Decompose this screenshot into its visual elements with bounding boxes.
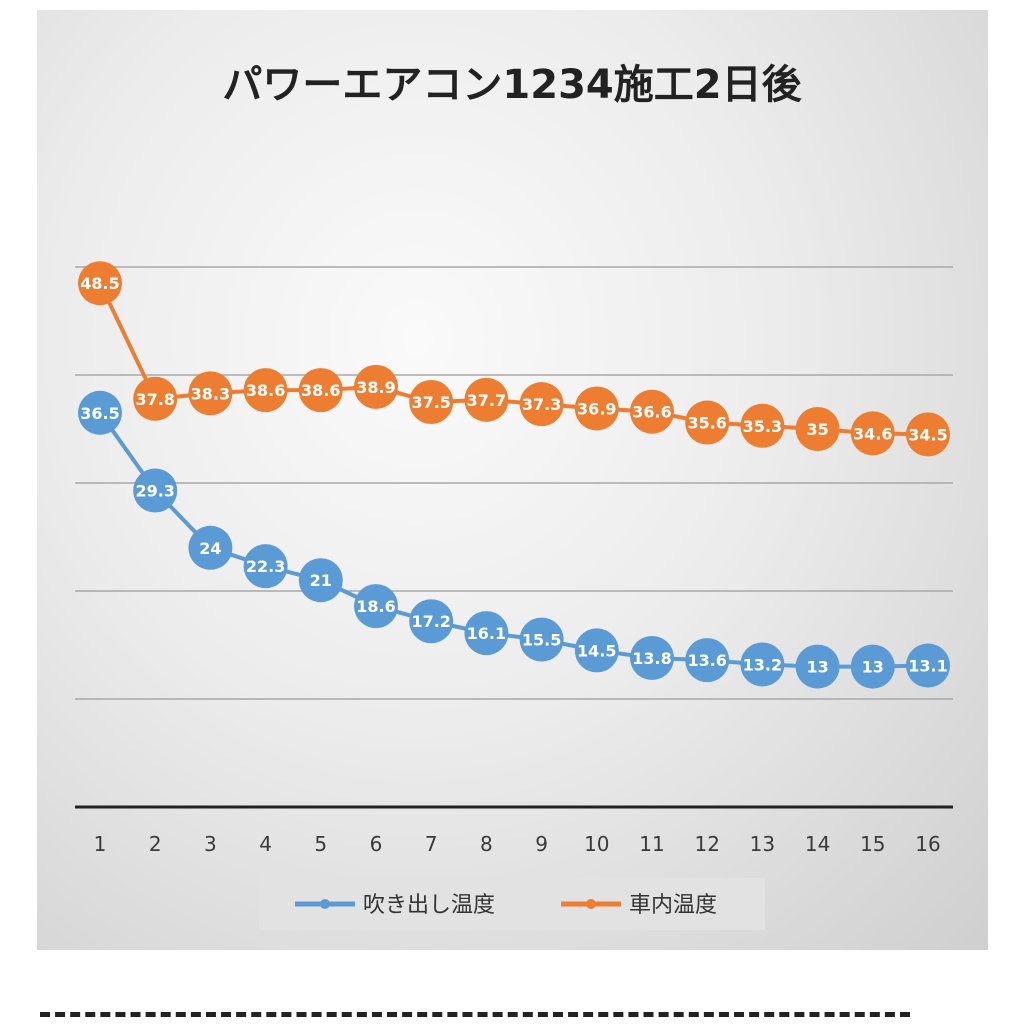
data-point[interactable] (133, 468, 178, 513)
data-label: 37.3 (522, 395, 561, 414)
data-label: 35 (806, 420, 828, 439)
data-point[interactable] (464, 611, 509, 656)
data-point[interactable] (243, 544, 288, 589)
chart-panel: パワーエアコン1234施工2日後 1 2 3 4 5 6 7 8 9 10 11 12 13 14 15 16… (37, 10, 988, 950)
data-label: 13 (806, 658, 828, 677)
x-tick-label: 6 (370, 832, 383, 856)
data-point[interactable] (574, 386, 619, 431)
data-label: 24 (199, 539, 221, 558)
data-point[interactable] (685, 400, 730, 445)
data-label: 38.9 (356, 378, 395, 397)
data-label: 13 (862, 658, 884, 677)
series-layer: 36.5 29.3 24 22.3 21 18.6 17.2 16.1 15.5 14.5 13.8… (78, 261, 950, 689)
data-point[interactable] (850, 411, 895, 456)
x-tick-label: 14 (805, 832, 830, 856)
legend-swatch-marker (586, 899, 596, 909)
data-label: 37.8 (135, 390, 174, 409)
data-point[interactable] (409, 599, 454, 644)
line-chart: パワーエアコン1234施工2日後 1 2 3 4 5 6 7 8 9 10 11 12 13 14 15 16… (75, 62, 953, 930)
data-point[interactable] (519, 382, 564, 427)
x-tick-label: 13 (750, 832, 775, 856)
data-point[interactable] (78, 390, 122, 435)
data-label: 35.6 (687, 414, 726, 433)
data-point[interactable] (298, 558, 343, 603)
data-label: 36.5 (80, 404, 119, 423)
data-label: 13.2 (743, 655, 782, 674)
series-line (98, 411, 929, 669)
data-label: 29.3 (135, 482, 174, 501)
data-label: 38.6 (246, 381, 285, 400)
data-point[interactable] (740, 403, 785, 448)
data-point[interactable] (685, 638, 730, 683)
data-point[interactable] (298, 368, 343, 413)
legend-label: 吹き出し温度 (363, 893, 495, 918)
data-point[interactable] (574, 628, 619, 673)
data-label: 13.6 (687, 651, 726, 670)
data-label: 37.7 (467, 391, 506, 410)
data-point[interactable] (630, 635, 674, 680)
x-tick-label: 9 (535, 832, 548, 856)
data-point[interactable] (188, 371, 233, 416)
chart-title: パワーエアコン1234施工2日後 (222, 62, 802, 108)
x-tick-label: 3 (204, 832, 217, 856)
x-axis-ticks: 1 2 3 4 5 6 7 8 9 10 11 12 13 14 15 16 (94, 832, 941, 856)
x-tick-label: 10 (584, 832, 609, 856)
data-point[interactable] (464, 377, 509, 422)
x-tick-label: 15 (860, 832, 885, 856)
data-label: 13.1 (908, 657, 947, 676)
data-point[interactable] (243, 368, 288, 413)
data-label: 22.3 (246, 557, 285, 576)
data-label: 38.6 (301, 381, 340, 400)
data-point[interactable] (133, 376, 178, 421)
data-point[interactable] (795, 644, 840, 689)
data-label: 18.6 (356, 597, 395, 616)
data-label: 13.8 (632, 649, 671, 668)
data-label: 48.5 (80, 274, 119, 293)
data-point[interactable] (409, 380, 454, 424)
data-label: 17.2 (411, 612, 450, 631)
data-label: 35.3 (743, 417, 782, 436)
x-tick-label: 1 (94, 832, 107, 856)
data-label: 15.5 (522, 631, 561, 650)
data-point[interactable] (519, 617, 564, 662)
data-point[interactable] (906, 412, 950, 457)
x-tick-label: 8 (480, 832, 493, 856)
x-tick-label: 12 (694, 832, 719, 856)
data-label: 37.5 (411, 393, 450, 412)
data-label: 36.6 (632, 403, 671, 422)
data-point[interactable] (78, 261, 122, 306)
legend-item-series-2[interactable]: 車内温度 (561, 893, 717, 918)
data-label: 38.3 (191, 384, 230, 403)
data-point[interactable] (906, 643, 950, 688)
data-label: 21 (310, 571, 332, 590)
data-label: 34.5 (908, 425, 947, 444)
data-point[interactable] (630, 389, 674, 434)
data-point[interactable] (850, 644, 895, 689)
series-2: 48.5 37.8 38.3 38.6 38.6 38.9 37.5 37.7 37.3 36.9… (78, 261, 950, 457)
data-point[interactable] (188, 525, 233, 570)
data-label: 34.6 (853, 424, 892, 443)
x-tick-label: 16 (915, 832, 940, 856)
data-point[interactable] (354, 364, 398, 409)
legend-swatch-marker (320, 899, 330, 909)
data-point[interactable] (740, 642, 785, 687)
x-tick-label: 4 (259, 832, 272, 856)
series-line (98, 282, 929, 437)
x-tick-label: 7 (425, 832, 438, 856)
x-tick-label: 11 (639, 832, 664, 856)
data-point[interactable] (795, 407, 840, 451)
data-label: 16.1 (467, 624, 506, 643)
legend: 吹き出し温度 車内温度 (259, 878, 765, 930)
data-label: 14.5 (577, 641, 616, 660)
data-point[interactable] (354, 584, 398, 629)
series-1: 36.5 29.3 24 22.3 21 18.6 17.2 16.1 15.5 14.5 13.8… (78, 390, 950, 689)
legend-label: 車内温度 (629, 893, 717, 918)
dashed-divider (40, 1012, 910, 1017)
x-tick-label: 2 (149, 832, 162, 856)
legend-item-series-1[interactable]: 吹き出し温度 (295, 893, 495, 918)
x-tick-label: 5 (314, 832, 327, 856)
data-label: 36.9 (577, 399, 616, 418)
